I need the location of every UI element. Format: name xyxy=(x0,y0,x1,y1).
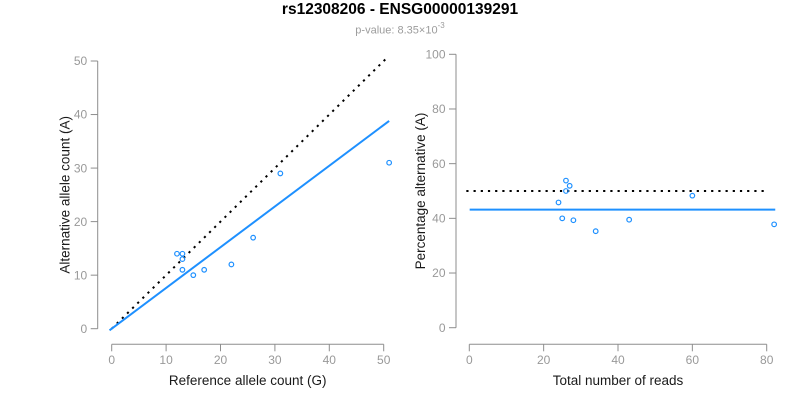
plot-percentage: 0 20 40 60 80 100 0 20 40 60 80 Total number of rea… xyxy=(413,48,778,388)
data-point xyxy=(592,228,599,235)
y-tick-label: 0 xyxy=(81,322,88,336)
x-tick-label: 40 xyxy=(323,353,337,367)
y-axis-title: Percentage alternative (A) xyxy=(413,113,428,270)
data-point xyxy=(566,182,573,189)
y-tick-label: 20 xyxy=(74,215,88,229)
plot-allele-counts: 0 10 20 30 40 50 0 10 20 30 40 50 Reference allele c… xyxy=(58,54,393,388)
y-tick-label: 80 xyxy=(432,102,446,116)
x-tick-label: 30 xyxy=(268,353,282,367)
identity-line xyxy=(110,56,389,330)
figure-title: rs12308206 - ENSG00000139291 xyxy=(281,1,519,18)
y-tick-label: 10 xyxy=(74,268,88,282)
y-tick-label: 40 xyxy=(432,212,446,226)
data-point xyxy=(689,192,696,199)
x-tick-label: 0 xyxy=(108,353,115,367)
x-tick-label: 20 xyxy=(214,353,228,367)
y-tick-label: 0 xyxy=(439,321,446,335)
x-tick-label: 10 xyxy=(159,353,173,367)
x-axis-title: Total number of reads xyxy=(553,373,684,388)
y-tick-label: 60 xyxy=(432,157,446,171)
data-point xyxy=(179,256,186,262)
x-tick-label: 50 xyxy=(377,353,391,367)
data-point xyxy=(250,234,257,241)
y-axis-title: Alternative allele count (A) xyxy=(58,116,73,274)
x-tick-label: 60 xyxy=(686,353,700,367)
data-point xyxy=(563,188,569,194)
data-point xyxy=(190,272,197,279)
data-point xyxy=(174,250,180,257)
x-tick-label: 40 xyxy=(611,353,625,367)
data-point xyxy=(563,177,569,184)
data-point xyxy=(386,159,393,166)
data-point xyxy=(555,199,562,206)
y-tick-label: 30 xyxy=(74,161,88,175)
data-point xyxy=(626,216,633,223)
x-tick-label: 80 xyxy=(760,353,774,367)
data-point xyxy=(179,266,186,273)
y-tick-label: 40 xyxy=(74,108,88,122)
x-tick-label: 20 xyxy=(537,353,551,367)
x-axis-title: Reference allele count (G) xyxy=(169,373,327,388)
figure-subtitle: p-value: 8.35×10-3 xyxy=(0,21,800,37)
x-tick-label: 0 xyxy=(466,353,473,367)
regression-line xyxy=(108,120,390,332)
p-value-text: p-value: 8.35×10 xyxy=(355,24,438,37)
data-point xyxy=(771,221,778,228)
y-tick-label: 50 xyxy=(74,54,88,68)
y-tick-label: 100 xyxy=(425,48,445,62)
data-point xyxy=(559,215,566,222)
data-point xyxy=(201,266,208,273)
data-point xyxy=(277,170,284,177)
data-point xyxy=(228,261,235,268)
data-point xyxy=(179,250,186,257)
data-point xyxy=(570,217,577,224)
y-tick-label: 20 xyxy=(432,266,446,280)
p-value-exponent: -3 xyxy=(437,21,445,30)
